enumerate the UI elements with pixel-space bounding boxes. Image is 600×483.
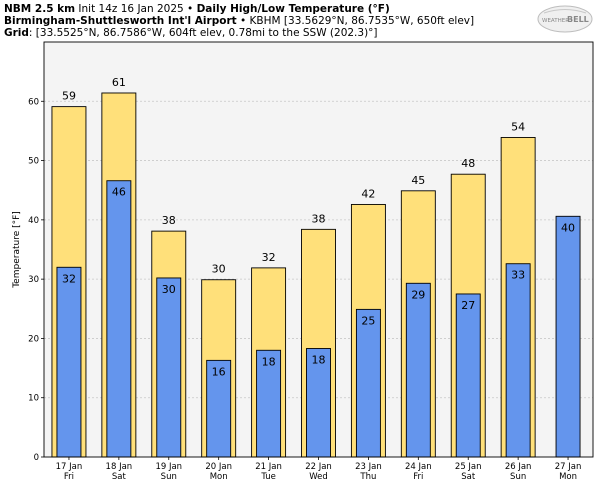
x-tick-label-day: Mon [559,472,577,482]
high-temp-label: 54 [511,120,525,133]
high-temp-label: 30 [212,263,226,276]
x-tick-label-day: Wed [309,472,328,482]
separator: • [239,15,247,27]
x-tick-label-date: 19 Jan [155,462,182,472]
low-temp-label: 18 [262,355,276,368]
x-tick-label-day: Sat [112,472,127,482]
low-temp-label: 18 [312,354,326,367]
logo-text-weather: WEATHER [542,18,569,24]
low-temp-bar [505,263,531,458]
x-tick-label-day: Sat [461,472,476,482]
y-tick-label: 30 [28,275,39,285]
low-temp-label: 29 [411,288,425,301]
low-temp-label: 32 [62,272,76,285]
y-tick-label: 20 [28,334,39,344]
chart-header: NBM 2.5 km Init 14z 16 Jan 2025 • Daily … [4,3,474,39]
low-temp-bar [455,293,481,458]
low-temp-bar [405,282,431,458]
grid-label: Grid [4,27,29,39]
x-tick-label-day: Thu [359,472,376,482]
weatherbell-logo: WEATHER BELL [537,5,593,33]
init-time: Init 14z 16 Jan 2025 [78,3,184,15]
high-temp-label: 59 [62,90,76,103]
low-temp-bar [206,359,232,458]
x-tick-label-date: 27 Jan [555,462,582,472]
low-temp-label: 40 [561,221,575,234]
low-temp-label: 33 [511,269,525,282]
separator: • [187,3,194,15]
high-temp-label: 38 [312,212,326,225]
y-tick-label: 60 [28,97,39,107]
x-tick-label-day: Fri [413,472,423,482]
y-tick-label: 40 [28,216,39,226]
low-temp-bar [306,348,331,458]
logo-text-bell: BELL [567,15,589,24]
low-temp-label: 46 [112,186,126,199]
low-temp-label: 30 [162,283,176,296]
low-temp-bar [355,308,381,458]
high-temp-label: 48 [461,157,475,170]
product-title: Daily High/Low Temperature (°F) [196,3,390,15]
x-tick-label-date: 24 Jan [405,462,432,472]
high-temp-label: 38 [162,214,176,227]
x-tick-label-date: 22 Jan [305,462,332,472]
x-tick-label-date: 17 Jan [56,462,83,472]
x-tick-label-date: 26 Jan [505,462,532,472]
low-temp-label: 16 [212,365,226,378]
high-temp-label: 32 [262,251,276,264]
y-tick-label: 10 [28,394,39,404]
y-axis-label: Temperature [°F] [12,211,22,289]
x-tick-label-date: 21 Jan [255,462,282,472]
x-tick-label-day: Sun [161,472,177,482]
x-tick-label-date: 20 Jan [205,462,232,472]
station-name: Birmingham-Shuttlesworth Int'l Airport [4,15,237,27]
x-tick-label-date: 23 Jan [355,462,382,472]
x-tick-label-day: Mon [210,472,228,482]
model-name: NBM 2.5 km [4,3,76,15]
x-tick-label-day: Fri [64,472,74,482]
low-temp-bar [156,277,182,458]
header-line-1: NBM 2.5 km Init 14z 16 Jan 2025 • Daily … [4,3,474,15]
x-tick-label-day: Tue [260,472,276,482]
y-tick-label: 0 [34,453,39,463]
station-details: KBHM [33.5629°N, 86.7535°W, 650ft elev] [249,15,475,27]
low-temp-bar [56,266,82,458]
header-line-3: Grid: [33.5525°N, 86.7586°W, 604ft elev,… [4,27,474,39]
grid-details: : [33.5525°N, 86.7586°W, 604ft elev, 0.7… [28,27,378,39]
plot-frame [43,41,594,458]
x-tick-label-day: Sun [510,472,526,482]
low-temp-bar [555,215,581,458]
x-tick-label-date: 18 Jan [106,462,133,472]
header-line-2: Birmingham-Shuttlesworth Int'l Airport •… [4,15,474,27]
high-temp-label: 61 [112,76,126,89]
low-temp-label: 25 [361,314,375,327]
y-tick-label: 50 [28,157,39,167]
high-temp-label: 42 [361,187,375,200]
low-temp-label: 27 [461,299,475,312]
high-temp-label: 45 [411,174,425,187]
low-temp-bar [106,180,132,458]
x-tick-label-date: 25 Jan [455,462,482,472]
